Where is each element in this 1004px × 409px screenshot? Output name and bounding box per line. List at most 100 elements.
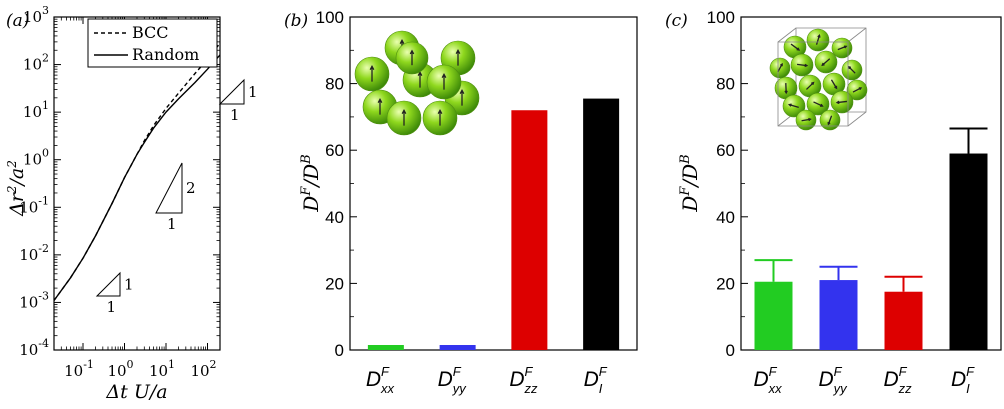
bar-yy [439,345,476,350]
arrow-head [369,64,375,70]
box-wireframe-edge [777,27,797,43]
arrow-head [459,88,465,94]
panel-c-label: (c) [665,11,688,31]
panel-b-bcc-bar-chart: (b) 0 20 40 60 80 100 DF xx DF yy DF zz DF I DF/DB [284,8,638,396]
arrow-head [779,62,783,67]
x-tick-label: DF yy [818,364,848,396]
slope-run-label: 1 [167,215,177,233]
swimming-direction-arrow [789,103,799,109]
y-tick-label: 100 [23,147,49,169]
swimming-direction-arrow [805,82,815,90]
swimming-direction-arrow [797,63,807,67]
panel-c-y-ticks: 0 20 40 60 80 100 [707,8,748,360]
panel-a-label: (a) [6,11,29,31]
y-tick-label: 20 [716,274,735,293]
x-tick-label: 101 [149,358,175,380]
arrow-head [834,85,838,90]
bar-I [949,153,988,350]
arrow-head [827,121,831,126]
arrow-head [787,103,792,107]
arrow-head [804,63,809,68]
arrow-head [843,45,848,49]
arrow-head [409,49,415,55]
arrow-head [417,70,423,76]
bar-zz [884,291,923,350]
bar-yy [819,280,858,350]
panel-b-x-labels: DF xx DF yy DF zz DF I [366,364,608,396]
y-tick-label: 10-3 [19,289,49,311]
arrow-head [437,108,443,114]
y-tick-label: 10-4 [19,337,49,359]
x-tick-label: DF I [584,364,608,396]
y-tick-label: 40 [716,208,735,227]
y-tick-label: 0 [335,341,344,360]
slope-rise-label: 1 [248,83,258,101]
y-tick-label: 103 [23,4,49,26]
x-tick-label: 10-1 [64,358,94,380]
swimming-direction-arrow [813,101,823,107]
arrow-head [811,81,815,86]
panel-c-bars [754,127,988,350]
panel-a-series [53,42,221,301]
panel-a-msd-plot: (a) 10-4 10-3 10-2 10-1 100 101 102 103 10-1 100… [5,4,258,403]
swimming-direction-arrow [801,118,811,122]
panel-b-bars [367,98,620,351]
x-tick-label: DF I [951,364,975,396]
slope-run-label: 1 [230,106,240,124]
swimming-direction-arrow [790,43,800,51]
x-tick-label: DF xx [753,364,782,396]
y-tick-label: 10-2 [19,242,49,264]
panel-b-y-ticks: 0 20 40 60 80 100 [316,8,357,360]
swimming-direction-arrow [848,66,856,74]
box-wireframe-edge [847,111,867,127]
panel-c-random-bar-chart: (c) 0 20 40 60 80 100 DF xx DF yy DF zz DF I DF/DB [665,8,1002,396]
x-tick-label: DF zz [509,364,538,396]
swimming-direction-arrow [830,79,838,89]
bar-xx [367,345,404,350]
legend-random-label: Random [132,45,199,64]
y-tick-label: 100 [316,8,344,27]
arrow-head [835,100,840,105]
arrow-head [847,65,852,70]
legend-box [87,18,218,68]
swimming-direction-arrow [852,87,862,93]
y-tick-label: 80 [325,75,344,94]
bar-xx [754,281,793,350]
swimming-direction-arrow [837,100,847,104]
y-tick-label: 10-1 [19,194,49,216]
arrow-head [821,62,825,67]
random-sphere-inset-image [769,27,868,131]
swimming-direction-arrow [777,63,783,73]
legend-bcc-label: BCC [132,23,169,42]
y-tick-label: 0 [726,341,735,360]
panel-c-x-labels: DF xx DF yy DF zz DF I [753,364,975,396]
y-tick-label: 60 [716,141,735,160]
swimming-direction-arrow [837,45,847,51]
x-tick-label: 100 [107,358,133,380]
x-tick-label: DF zz [883,364,912,396]
panel-a-x-ticks: 10-1 100 101 102 [60,17,217,380]
slope-triangle [218,78,245,105]
swimming-direction-arrow [827,115,833,125]
swimming-direction-arrow [821,58,831,66]
arrow-head [796,47,801,51]
panel-a-legend: BCC Random [87,18,218,68]
panel-b-label: (b) [284,11,308,31]
panel-a-y-ticks: 10-4 10-3 10-2 10-1 100 101 102 103 [19,4,220,359]
panel-b-y-axis-label: DF/DB [299,154,323,212]
y-tick-label: 80 [716,75,735,94]
bar-zz [511,110,548,351]
arrow-head [784,90,788,95]
y-tick-label: 101 [23,99,49,121]
arrow-head [820,103,824,107]
slope-rise-label: 2 [186,179,196,197]
slope-rise-label: 1 [124,276,134,294]
slope-run-label: 1 [107,298,117,316]
y-tick-label: 60 [325,141,344,160]
swimming-direction-arrow [815,35,821,45]
box-wireframe-front [777,41,849,127]
bcc-sphere-inset-image [354,30,480,136]
box-wireframe-edge [847,27,867,43]
